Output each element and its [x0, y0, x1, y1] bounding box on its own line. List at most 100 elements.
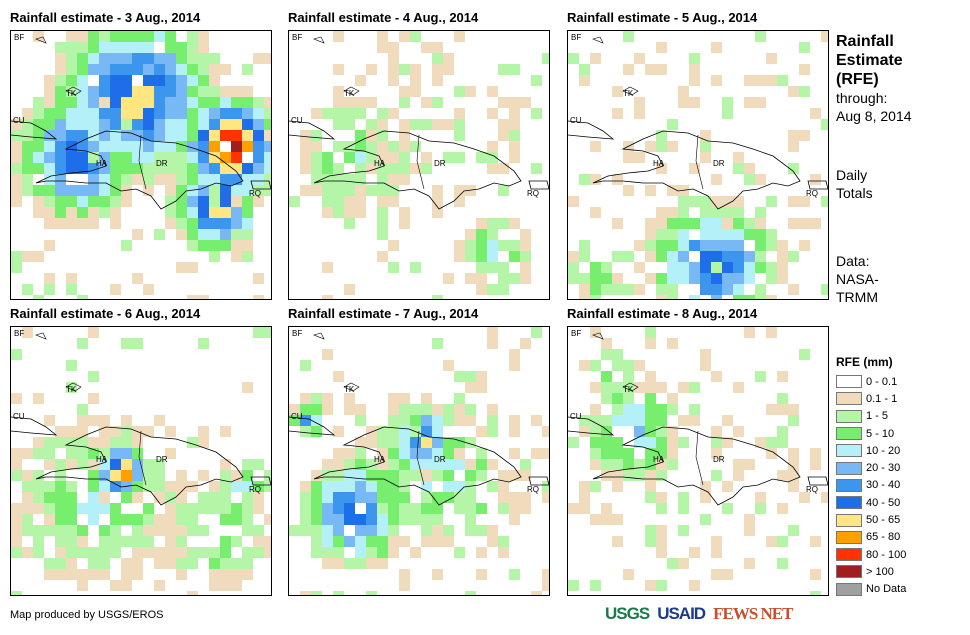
- map-label-tk: TK: [623, 385, 634, 394]
- rainfall-cell: [399, 119, 410, 130]
- rainfall-cell: [366, 514, 377, 525]
- rainfall-cell: [99, 558, 110, 569]
- rainfall-cell: [99, 163, 110, 174]
- rainfall-cell: [476, 426, 487, 437]
- rainfall-cell: [333, 64, 344, 75]
- rainfall-cell: [44, 196, 55, 207]
- rainfall-cell: [645, 141, 656, 152]
- rainfall-cell: [612, 448, 623, 459]
- legend-item: 40 - 50: [836, 494, 906, 511]
- rainfall-cell: [421, 536, 432, 547]
- panel-title: Rainfall estimate - 8 Aug., 2014: [567, 306, 758, 321]
- rainfall-cell: [110, 547, 121, 558]
- rainfall-cell: [788, 251, 799, 262]
- rainfall-cell: [689, 196, 700, 207]
- rainfall-cell: [634, 360, 645, 371]
- rainfall-cell: [520, 251, 531, 262]
- legend-label: 40 - 50: [866, 496, 901, 509]
- rainfall-cell: [509, 130, 520, 141]
- rainfall-cell: [209, 481, 220, 492]
- rainfall-cell: [399, 415, 410, 426]
- rainfall-cell: [209, 86, 220, 97]
- rainfall-cell: [121, 240, 132, 251]
- rainfall-cell: [344, 404, 355, 415]
- map-label-tk: TK: [66, 385, 77, 394]
- rainfall-cell: [487, 327, 498, 338]
- rainfall-cell: [766, 240, 777, 251]
- rainfall-cell: [810, 108, 821, 119]
- rainfall-cell: [722, 251, 733, 262]
- rainfall-cell: [242, 481, 253, 492]
- rainfall-cell: [198, 108, 209, 119]
- rainfall-cell: [443, 273, 454, 284]
- rainfall-cell: [487, 108, 498, 119]
- rainfall-cell: [77, 404, 88, 415]
- data-source: NASA-: [836, 271, 879, 287]
- rainfall-cell: [121, 426, 132, 437]
- rainfall-cell: [121, 558, 132, 569]
- rainfall-cell: [366, 503, 377, 514]
- turks-outline: [592, 332, 639, 392]
- rainfall-cell: [377, 503, 388, 514]
- rainfall-cell: [300, 525, 311, 536]
- rainfall-cell: [165, 75, 176, 86]
- rainfall-cell: [55, 514, 66, 525]
- map-label-rq: RQ: [527, 485, 539, 494]
- rainfall-cell: [777, 251, 788, 262]
- rainfall-cell: [176, 492, 187, 503]
- rainfall-cell: [421, 503, 432, 514]
- rainfall-cell: [366, 141, 377, 152]
- rainfall-cell: [656, 503, 667, 514]
- rainfall-cell: [187, 53, 198, 64]
- rainfall-cell: [399, 470, 410, 481]
- rainfall-cell: [454, 86, 465, 97]
- rainfall-cell: [399, 426, 410, 437]
- rainfall-cell: [33, 251, 44, 262]
- rainfall-cell: [476, 525, 487, 536]
- rainfall-cell: [220, 426, 231, 437]
- rainfall-cell: [176, 42, 187, 53]
- rainfall-cell: [388, 393, 399, 404]
- rainfall-cell: [788, 284, 799, 295]
- rainfall-cell: [667, 229, 678, 240]
- rainfall-cell: [55, 470, 66, 481]
- map-label-rq: RQ: [249, 485, 261, 494]
- rainfall-cell: [33, 152, 44, 163]
- rainfall-cell: [11, 459, 22, 470]
- map-title-block: Rainfall Estimate (RFE) through: Aug 8, …: [836, 32, 912, 125]
- rainfall-cell: [377, 42, 388, 53]
- rainfall-cell: [722, 97, 733, 108]
- rainfall-cell: [432, 415, 443, 426]
- rainfall-cell: [209, 53, 220, 64]
- map-label-ha: HA: [96, 159, 108, 168]
- puerto-rico-outline: [528, 476, 549, 486]
- rainfall-cell: [700, 229, 711, 240]
- rainfall-cell: [333, 97, 344, 108]
- rainfall-cell: [242, 185, 253, 196]
- rainfall-cell: [88, 53, 99, 64]
- rainfall-cell: [377, 218, 388, 229]
- rainfall-cell: [388, 459, 399, 470]
- legend-label: 5 - 10: [866, 427, 895, 440]
- rainfall-cell: [209, 503, 220, 514]
- rainfall-cell: [33, 437, 44, 448]
- rainfall-cell: [99, 448, 110, 459]
- rainfall-cell: [689, 580, 700, 591]
- rainfall-cell: [110, 580, 121, 591]
- rainfall-cell: [432, 459, 443, 470]
- rainfall-cell: [220, 547, 231, 558]
- rainfall-cell: [143, 174, 154, 185]
- rainfall-cell: [198, 75, 209, 86]
- rainfall-cell: [311, 163, 322, 174]
- rainfall-cell: [99, 64, 110, 75]
- rainfall-cell: [410, 262, 421, 273]
- rainfall-cell: [253, 547, 264, 558]
- rainfall-cell: [165, 207, 176, 218]
- rainfall-cell: [487, 426, 498, 437]
- rainfall-cell: [355, 536, 366, 547]
- rainfall-cell: [399, 459, 410, 470]
- rainfall-cell: [623, 64, 634, 75]
- rainfall-cell: [454, 240, 465, 251]
- rainfall-cell: [121, 75, 132, 86]
- rainfall-cell: [88, 514, 99, 525]
